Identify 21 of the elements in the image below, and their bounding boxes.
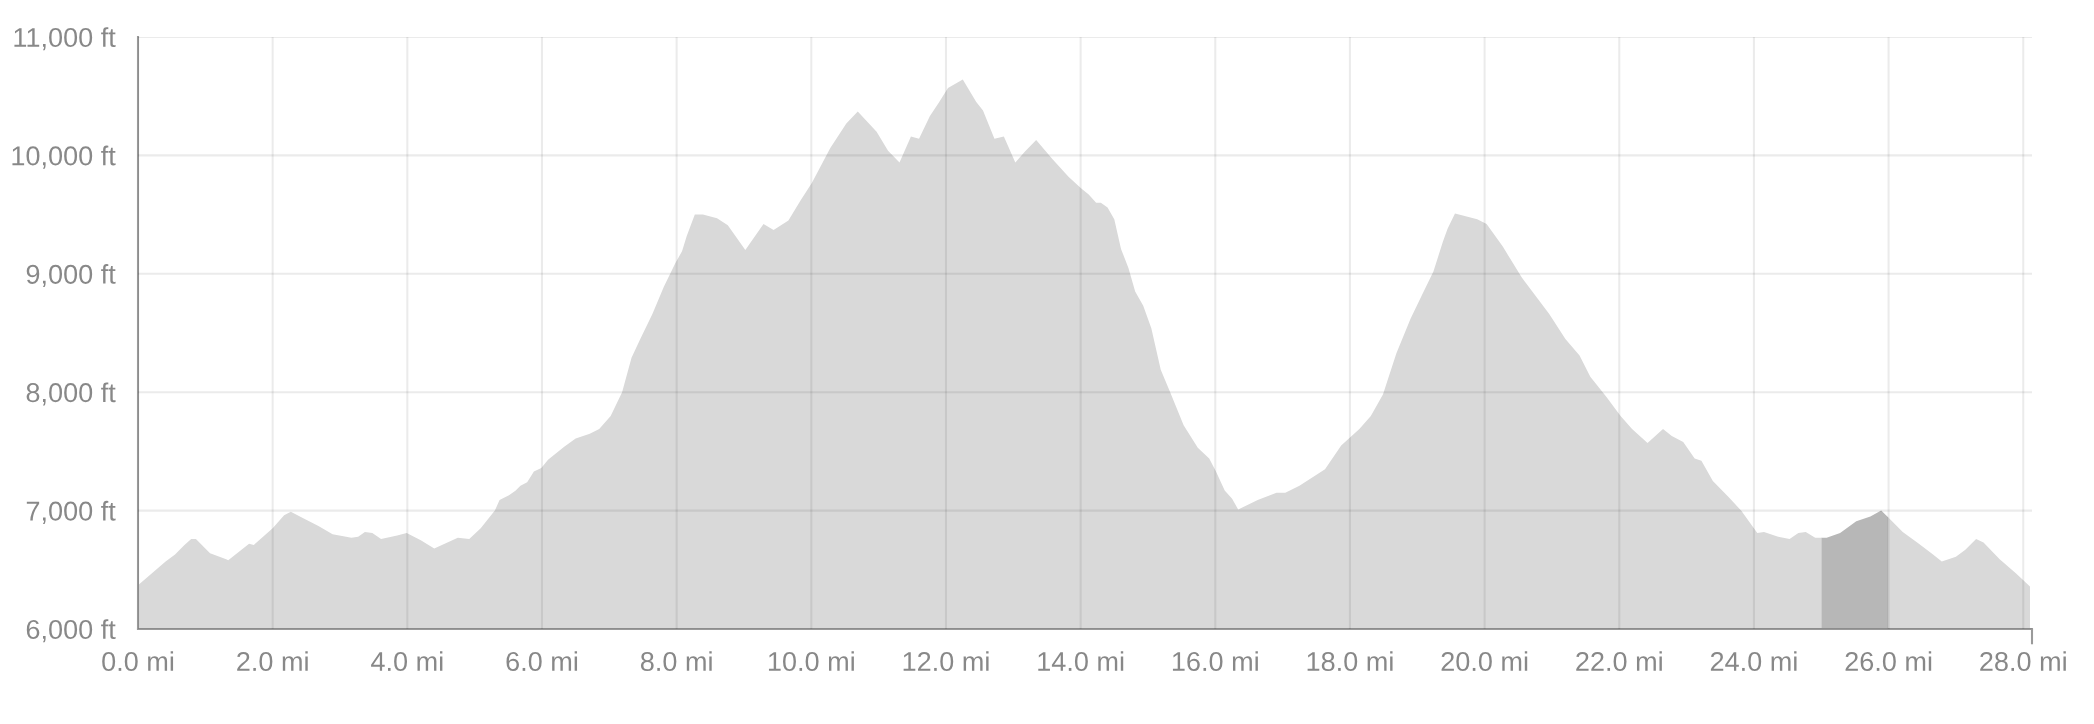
y-tick-label: 10,000 ft	[12, 145, 116, 169]
x-tick-label: 10.0 mi	[768, 651, 854, 672]
y-tick-label: 9,000 ft	[26, 264, 116, 288]
x-tick-label: 26.0 mi	[1845, 651, 1932, 672]
x-tick-label: 2.0 mi	[237, 651, 308, 672]
y-tick-label: 6,000 ft	[26, 619, 116, 643]
x-tick-label: 28.0 mi	[1980, 651, 2066, 672]
y-tick-label: 7,000 ft	[26, 500, 116, 524]
y-tick-label: 11,000 ft	[14, 27, 116, 51]
x-tick-label: 18.0 mi	[1307, 651, 1393, 672]
x-tick-label: 20.0 mi	[1441, 651, 1528, 672]
x-tick-label: 4.0 mi	[371, 651, 443, 672]
x-tick-label: 22.0 mi	[1576, 651, 1662, 672]
x-tick-label: 24.0 mi	[1710, 651, 1797, 672]
y-tick-label: 8,000 ft	[26, 382, 116, 406]
x-tick-label: 8.0 mi	[640, 651, 712, 672]
x-tick-label: 0.0 mi	[102, 651, 174, 672]
x-tick-label: 16.0 mi	[1172, 651, 1258, 672]
x-tick-label: 6.0 mi	[506, 651, 578, 672]
x-tick-label: 12.0 mi	[903, 651, 989, 672]
x-tick-label: 14.0 mi	[1038, 651, 1124, 672]
